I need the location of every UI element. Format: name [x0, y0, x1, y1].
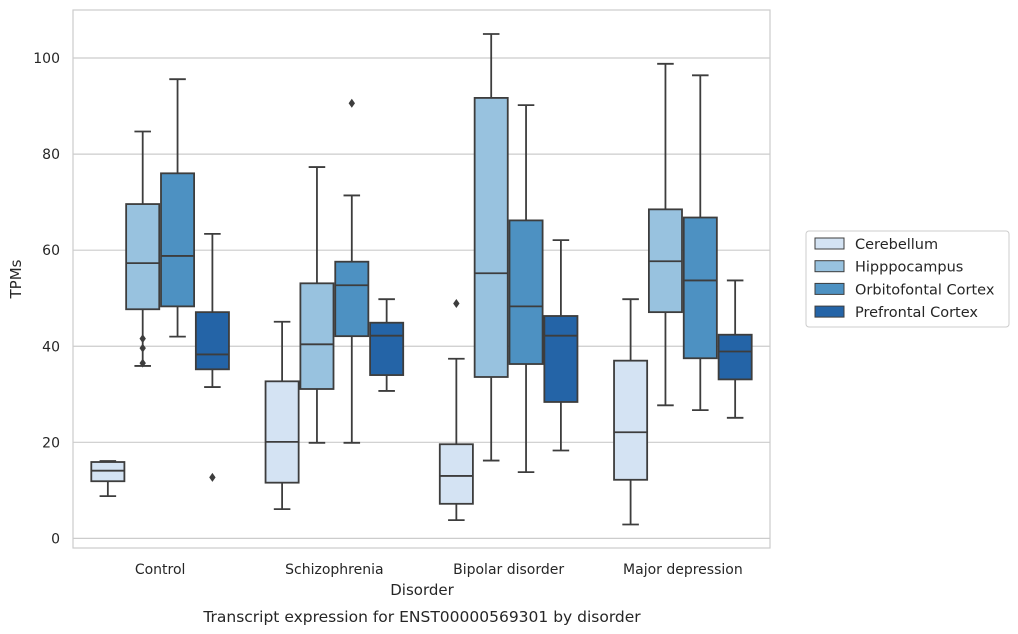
legend-item-cerebellum: Cerebellum: [814, 237, 938, 253]
legend-swatch: [814, 282, 845, 295]
legend-label: Hipppocampus: [855, 260, 963, 276]
x-axis-label: Disorder: [390, 581, 454, 599]
box-iqr: [682, 216, 718, 360]
box-prefrontal-cortex-major-depression: [717, 279, 753, 419]
box-hipppocampus-bipolar-disorder: [473, 33, 509, 462]
y-axis-label: TPMs: [7, 259, 25, 299]
box-hipppocampus-major-depression: [647, 62, 683, 407]
x-tick-label-schizophrenia: Schizophrenia: [285, 562, 383, 578]
outlier-point-0: [209, 472, 216, 482]
legend-swatch: [814, 260, 845, 273]
legend-label: Cerebellum: [855, 237, 938, 253]
box-iqr: [613, 359, 649, 481]
plot-area-frame: [72, 9, 771, 549]
legend-item-prefrontal-cortex: Prefrontal Cortex: [814, 305, 978, 321]
x-tick-label-bipolar-disorder: Bipolar disorder: [453, 562, 564, 578]
box-cerebellum-control: [90, 460, 126, 498]
box-cerebellum-bipolar-disorder: [438, 298, 474, 522]
y-tick-label-80: 80: [42, 147, 60, 163]
y-tick-label-100: 100: [33, 51, 60, 67]
legend-frame: [805, 230, 1010, 328]
box-iqr: [334, 260, 370, 338]
y-tick-label-20: 20: [42, 435, 60, 451]
box-iqr: [125, 203, 161, 311]
outlier-point-0: [139, 358, 146, 368]
x-tick-label-control: Control: [135, 562, 186, 578]
y-tick-labels: 0 20 40 60 80 100: [33, 51, 60, 547]
box-orbitofontal-cortex-major-depression: [682, 74, 718, 412]
box-iqr: [194, 311, 230, 371]
box-iqr: [264, 380, 300, 484]
box-orbitofontal-cortex-schizophrenia: [334, 98, 370, 444]
box-cerebellum-schizophrenia: [264, 320, 300, 510]
legend-item-orbitofontal-cortex: Orbitofontal Cortex: [814, 282, 995, 298]
box-iqr: [438, 443, 474, 505]
outlier-point-1: [139, 343, 146, 353]
box-iqr: [90, 461, 126, 483]
box-orbitofontal-cortex-bipolar-disorder: [508, 104, 544, 474]
box-iqr: [299, 282, 335, 390]
box-iqr: [369, 321, 405, 376]
legend-swatch: [814, 237, 845, 250]
box-iqr: [717, 333, 753, 381]
legend-swatch: [814, 305, 845, 318]
legend-label: Prefrontal Cortex: [855, 305, 978, 321]
y-tick-label-60: 60: [42, 243, 60, 259]
y-tick-label-0: 0: [51, 531, 60, 547]
box-iqr: [508, 219, 544, 365]
legend-items: Cerebellum Hipppocampus Orbitofontal Corte…: [814, 237, 995, 321]
outlier-point-0: [453, 298, 460, 308]
box-cerebellum-major-depression: [613, 298, 649, 526]
box-iqr: [543, 315, 579, 403]
box-hipppocampus-schizophrenia: [299, 166, 335, 444]
outlier-point-2: [139, 334, 146, 344]
box-hipppocampus-control: [125, 130, 161, 368]
legend-item-hipppocampus: Hipppocampus: [814, 260, 963, 276]
box-prefrontal-cortex-bipolar-disorder: [543, 239, 579, 452]
x-tick-label-major-depression: Major depression: [623, 562, 743, 578]
box-prefrontal-cortex-control: [194, 232, 230, 482]
box-prefrontal-cortex-schizophrenia: [369, 298, 405, 392]
boxes: [90, 33, 753, 526]
box-iqr: [160, 172, 196, 308]
chart-caption: Transcript expression for ENST0000056930…: [202, 608, 641, 626]
legend: Cerebellum Hipppocampus Orbitofontal Corte…: [805, 230, 1010, 328]
box-orbitofontal-cortex-control: [160, 78, 196, 338]
outlier-point-0: [348, 98, 355, 108]
box-iqr: [473, 97, 509, 378]
y-tick-label-40: 40: [42, 339, 60, 355]
legend-label: Orbitofontal Cortex: [855, 282, 995, 298]
x-tick-labels: Control Schizophrenia Bipolar disorder Majo…: [135, 562, 743, 578]
